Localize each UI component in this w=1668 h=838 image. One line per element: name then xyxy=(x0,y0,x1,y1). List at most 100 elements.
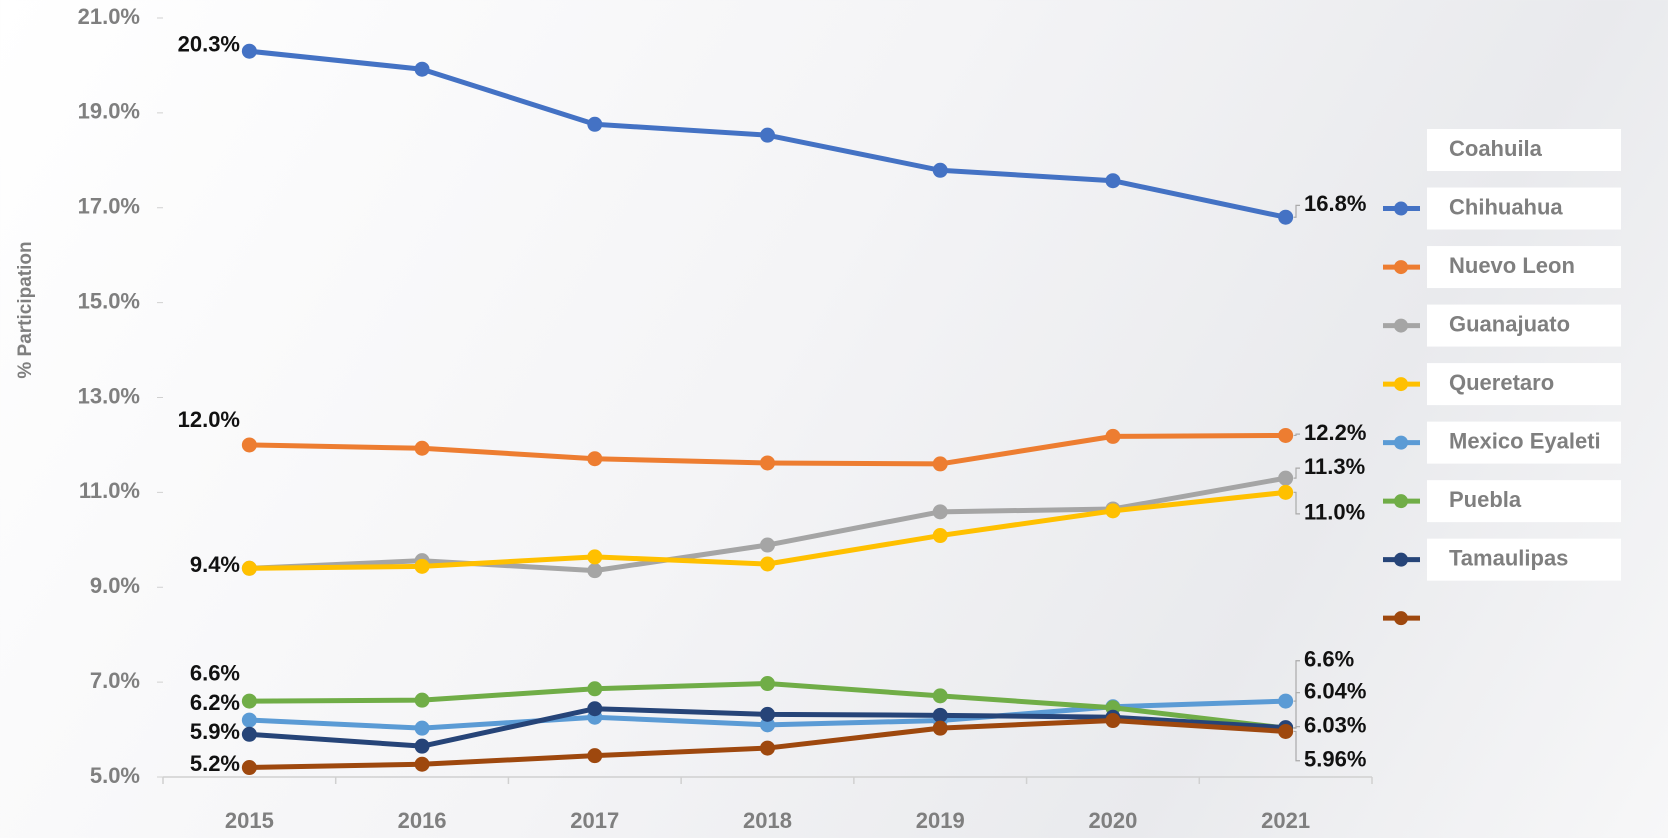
legend-marker xyxy=(1394,318,1408,333)
y-axis-title: % Participation xyxy=(15,241,36,378)
data-point xyxy=(760,740,775,756)
y-tick-label: 13.0% xyxy=(78,383,140,408)
data-point xyxy=(932,720,948,736)
leader-line xyxy=(1293,467,1300,479)
data-point xyxy=(587,701,603,717)
data-point xyxy=(241,726,257,742)
leader-line xyxy=(1293,692,1300,729)
data-point xyxy=(760,556,775,572)
value-label: 9.4% xyxy=(190,552,240,577)
y-tick-label: 9.0% xyxy=(90,573,140,598)
value-label: 6.04% xyxy=(1304,678,1366,703)
data-point xyxy=(932,162,948,178)
x-tick-label: 2016 xyxy=(398,808,447,833)
legend-marker xyxy=(1394,201,1408,216)
legend-label: Nuevo Leon xyxy=(1449,253,1575,278)
x-tick-label: 2015 xyxy=(225,808,274,833)
data-point xyxy=(587,681,603,697)
legend-box xyxy=(1427,187,1621,230)
x-tick-label: 2018 xyxy=(743,808,792,833)
data-point xyxy=(241,560,257,576)
value-label: 11.3% xyxy=(1304,454,1365,479)
data-point xyxy=(1105,428,1121,444)
legend-box xyxy=(1427,129,1621,172)
data-point xyxy=(760,537,775,553)
data-point xyxy=(414,738,430,754)
x-tick-label: 2017 xyxy=(570,808,619,833)
legend-marker xyxy=(1394,435,1408,450)
value-label: 6.2% xyxy=(190,690,240,715)
data-point xyxy=(932,688,948,704)
value-label: 16.8% xyxy=(1304,191,1366,216)
legend-label: Puebla xyxy=(1449,487,1522,512)
data-point xyxy=(1278,427,1294,443)
value-label: 12.2% xyxy=(1304,420,1366,445)
legend-label: Guanajuato xyxy=(1449,311,1570,336)
leader-line xyxy=(1293,660,1300,702)
data-point xyxy=(1278,470,1294,486)
data-point xyxy=(1105,503,1121,519)
value-label: 5.2% xyxy=(190,751,240,776)
data-point xyxy=(587,563,603,579)
legend-marker xyxy=(1394,377,1408,392)
y-tick-label: 21.0% xyxy=(78,4,140,29)
legend-box xyxy=(1427,363,1621,406)
y-tick-label: 5.0% xyxy=(90,763,140,788)
data-point xyxy=(241,760,257,776)
data-point xyxy=(760,455,775,471)
legend-label: Chihuahua xyxy=(1449,194,1563,219)
data-point xyxy=(932,707,948,723)
legend-box xyxy=(1427,304,1621,347)
y-tick-label: 11.0% xyxy=(79,478,140,503)
data-point xyxy=(414,61,430,77)
data-point xyxy=(1278,723,1294,739)
legend-label: Tamaulipas xyxy=(1449,545,1568,570)
data-point xyxy=(932,456,948,472)
data-point xyxy=(760,717,775,733)
y-tick-label: 19.0% xyxy=(78,99,140,124)
data-point xyxy=(414,558,430,574)
x-tick-label: 2019 xyxy=(916,808,965,833)
data-point xyxy=(587,451,603,467)
legend-marker xyxy=(1394,494,1408,509)
data-point xyxy=(1278,693,1294,709)
data-point xyxy=(587,549,603,565)
data-point xyxy=(241,712,257,728)
leader-line xyxy=(1293,433,1300,437)
data-point xyxy=(587,116,603,132)
value-label: 11.0% xyxy=(1304,500,1365,525)
y-tick-label: 17.0% xyxy=(78,194,140,219)
y-tick-label: 15.0% xyxy=(78,288,140,313)
value-label: 5.9% xyxy=(190,719,240,744)
leader-line xyxy=(1293,491,1300,515)
legend-box xyxy=(1427,246,1621,289)
x-tick-label: 2021 xyxy=(1261,808,1310,833)
data-point xyxy=(760,706,775,722)
data-point xyxy=(414,692,430,708)
value-label: 5.96% xyxy=(1304,747,1366,772)
legend-box xyxy=(1427,480,1621,523)
data-point xyxy=(587,748,603,764)
value-label: 20.3% xyxy=(178,32,240,57)
legend-marker xyxy=(1394,260,1408,275)
legend-marker xyxy=(1394,552,1408,567)
data-point xyxy=(1105,713,1121,729)
data-point xyxy=(932,528,948,544)
legend-label: Mexico Eyaleti xyxy=(1449,428,1601,453)
legend-label: Coahuila xyxy=(1449,136,1543,161)
legend-box xyxy=(1427,538,1621,581)
data-point xyxy=(241,437,257,453)
data-point xyxy=(1278,484,1294,500)
value-label: 12.0% xyxy=(178,407,240,432)
legend-label: Queretaro xyxy=(1449,370,1554,395)
data-point xyxy=(1105,173,1121,189)
data-point xyxy=(760,676,775,692)
y-tick-label: 7.0% xyxy=(90,668,140,693)
leader-line xyxy=(1293,204,1300,218)
data-point xyxy=(760,127,775,143)
value-label: 6.03% xyxy=(1304,713,1366,738)
data-point xyxy=(932,504,948,520)
data-point xyxy=(414,756,430,772)
